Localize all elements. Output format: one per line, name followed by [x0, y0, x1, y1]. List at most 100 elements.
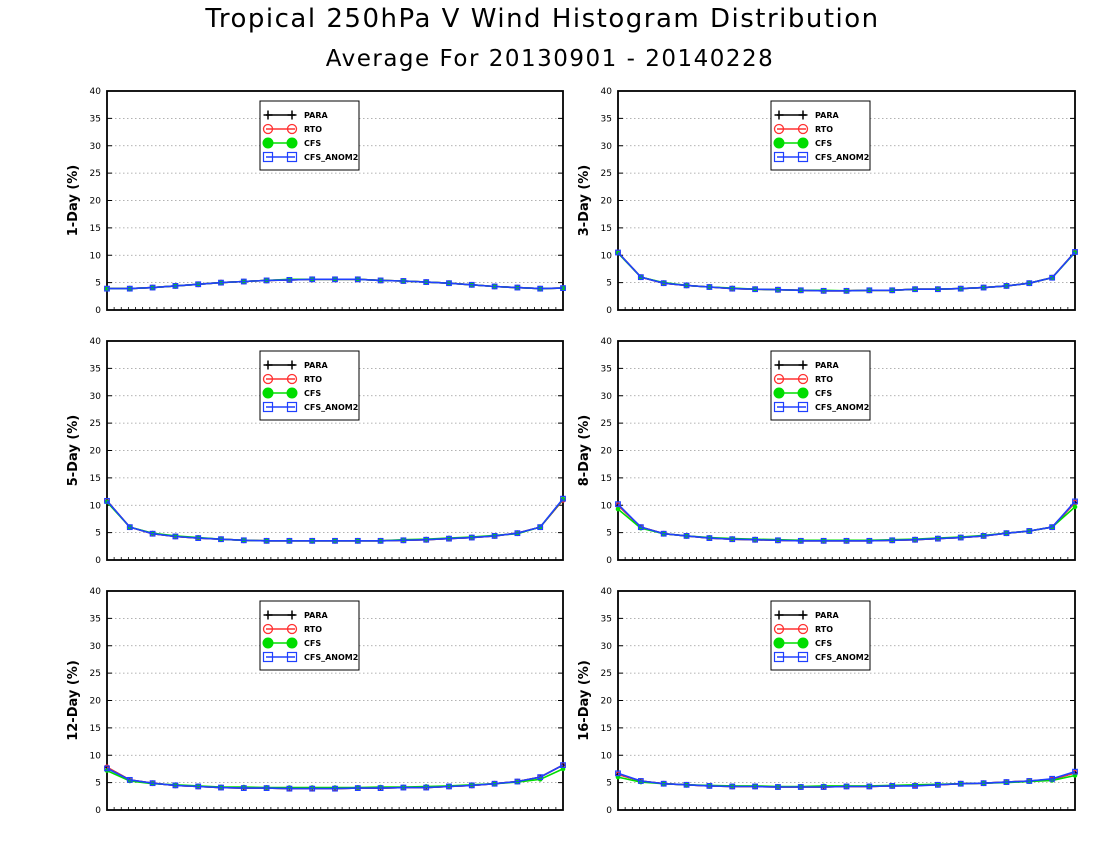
- data-point: [957, 780, 964, 787]
- data-point: [980, 780, 987, 787]
- legend-marker: [287, 110, 297, 120]
- data-point: [218, 784, 224, 791]
- data-point: [286, 276, 293, 283]
- legend-marker: [797, 651, 809, 663]
- data-point: [775, 286, 781, 293]
- y-tick-label: 20: [601, 197, 613, 207]
- legend-label: RTO: [304, 375, 322, 384]
- data-point: [126, 285, 133, 292]
- legend-marker: [798, 110, 808, 120]
- data-point: [615, 770, 621, 777]
- y-tick-label: 30: [601, 142, 613, 152]
- legend-label: PARA: [815, 611, 839, 620]
- y-tick-label: 15: [90, 474, 101, 484]
- data-point: [729, 536, 736, 543]
- legend: PARA RTO CFS CFS_ANOM2: [259, 600, 360, 671]
- y-tick-label: 30: [90, 142, 102, 152]
- data-point: [286, 785, 293, 792]
- legend-marker: [262, 401, 274, 413]
- data-point: [332, 537, 338, 544]
- y-tick-label: 40: [601, 587, 613, 597]
- data-point: [468, 281, 475, 288]
- data-point: [149, 780, 156, 787]
- legend-box: [770, 600, 871, 671]
- y-tick-label: 15: [90, 224, 101, 234]
- y-tick-label: 30: [90, 642, 102, 652]
- legend-marker: [262, 387, 274, 399]
- legend-marker: [263, 110, 273, 120]
- series-cfs_anom2: [104, 762, 566, 792]
- series-line: [617, 770, 1076, 788]
- legend-marker: [797, 373, 809, 385]
- data-point: [934, 286, 941, 293]
- legend: PARA RTO CFS CFS_ANOM2: [770, 600, 871, 671]
- data-point: [104, 497, 110, 504]
- legend-label: RTO: [815, 375, 833, 384]
- data-point: [1072, 498, 1078, 505]
- data-point: [195, 783, 202, 790]
- legend-box: [259, 100, 360, 171]
- data-point: [1026, 778, 1033, 784]
- legend-label: CFS_ANOM2: [815, 153, 869, 162]
- data-point: [332, 276, 338, 283]
- data-point: [683, 781, 690, 788]
- data-point: [104, 765, 110, 772]
- legend-marker: [286, 637, 298, 649]
- data-point: [423, 279, 430, 285]
- data-point: [309, 785, 316, 792]
- data-point: [820, 784, 827, 790]
- legend-box: [259, 600, 360, 671]
- y-tick-label: 0: [95, 806, 101, 816]
- legend-marker: [286, 401, 298, 413]
- y-tick-label: 20: [90, 197, 102, 207]
- legend-marker: [797, 623, 809, 635]
- y-tick-label: 5: [95, 779, 101, 789]
- y-tick-label: 0: [606, 806, 612, 816]
- data-point: [889, 783, 896, 789]
- data-point: [560, 495, 566, 502]
- data-point: [957, 285, 964, 292]
- y-tick-label: 15: [90, 724, 101, 734]
- legend-label: CFS: [815, 639, 832, 648]
- data-point: [240, 785, 247, 791]
- y-tick-label: 30: [601, 642, 613, 652]
- data-point: [660, 530, 667, 537]
- legend-marker: [773, 373, 785, 385]
- data-point: [866, 287, 873, 294]
- legend-marker: [774, 110, 784, 120]
- data-point: [866, 783, 873, 790]
- y-tick-label: 25: [90, 419, 101, 429]
- legend-label: CFS_ANOM2: [815, 403, 869, 412]
- legend-label: CFS: [304, 139, 321, 148]
- y-tick-label: 40: [90, 87, 102, 97]
- data-point: [729, 783, 736, 790]
- legend-label: RTO: [815, 625, 833, 634]
- legend-marker: [774, 610, 784, 620]
- data-point: [354, 537, 361, 544]
- legend-label: RTO: [304, 125, 322, 134]
- data-point: [889, 537, 896, 544]
- data-point: [752, 536, 758, 543]
- y-tick-label: 40: [601, 87, 613, 97]
- y-tick-label: 5: [606, 779, 612, 789]
- legend-label: CFS_ANOM2: [304, 653, 358, 662]
- data-point: [1049, 775, 1056, 782]
- data-point: [354, 785, 361, 791]
- data-point: [615, 506, 621, 512]
- data-point: [1003, 530, 1010, 537]
- y-tick-label: 25: [601, 419, 612, 429]
- data-point: [615, 501, 621, 508]
- legend-marker: [286, 387, 298, 399]
- data-point: [775, 537, 781, 544]
- legend-marker: [286, 123, 298, 135]
- legend-marker: [262, 651, 274, 663]
- series-line: [107, 278, 564, 290]
- legend-label: PARA: [304, 611, 328, 620]
- data-point: [1003, 779, 1010, 785]
- y-tick-label: 15: [601, 474, 612, 484]
- legend-label: RTO: [815, 125, 833, 134]
- legend-marker: [797, 137, 809, 149]
- y-tick-label: 35: [601, 614, 612, 624]
- legend-box: [770, 100, 871, 171]
